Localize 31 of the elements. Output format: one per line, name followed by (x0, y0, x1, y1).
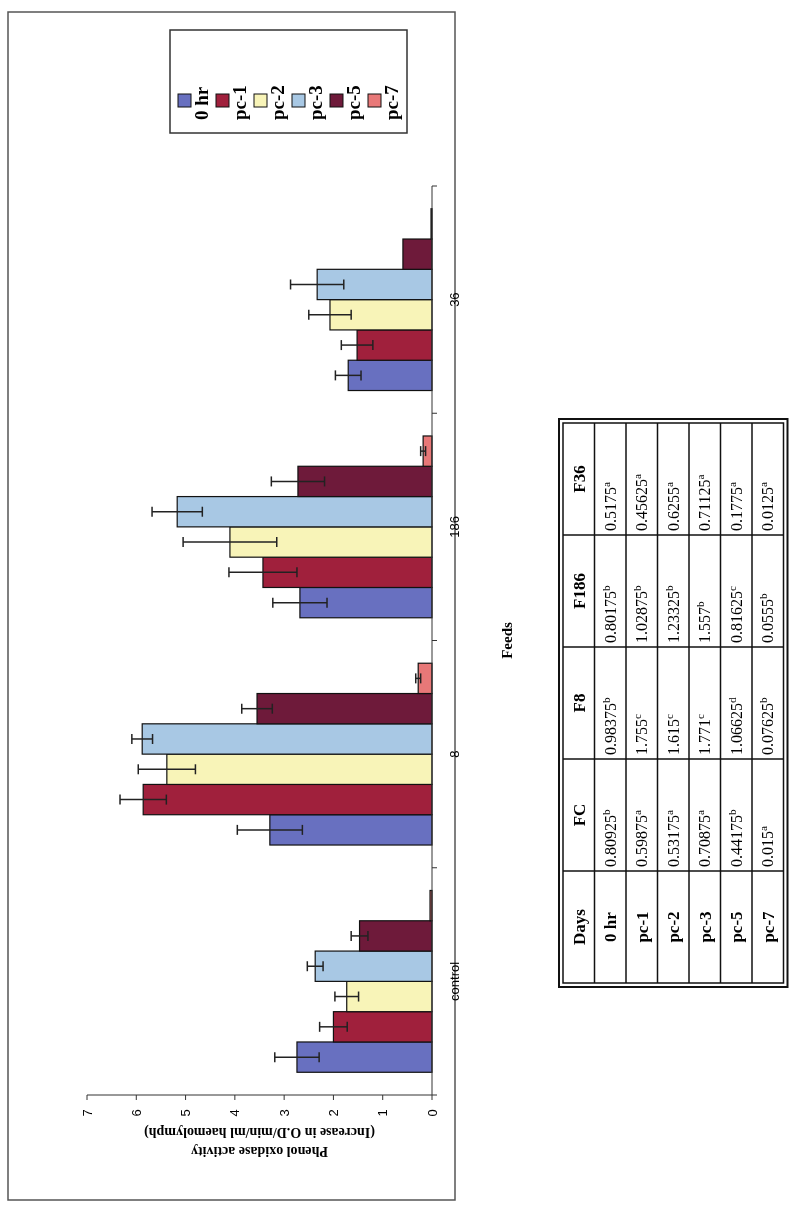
y-tick-label: 36 (446, 292, 462, 307)
category-label: pc-2 (664, 911, 684, 943)
x-axis-title: Phenol oxidase activity (Increase in O.D/min/ml haemolymph) (143, 1124, 375, 1160)
category-label: FC (569, 803, 589, 827)
y-axis-title: Feeds (499, 622, 516, 659)
category-label: F8 (569, 693, 589, 713)
y-tick-label: control (446, 961, 462, 1001)
y-tick-label: 8 (446, 750, 462, 758)
legend-label: pc-7 (381, 84, 402, 120)
category-label: F36 (569, 465, 589, 493)
category-label: F186 (569, 573, 589, 609)
category-label: pc-7 (758, 911, 778, 943)
legend-label: pc-1 (229, 85, 250, 120)
x-tick-label: 7 (79, 1109, 95, 1117)
x-tick-label: 1 (375, 1109, 391, 1117)
category-label: pc-5 (727, 911, 747, 943)
legend-label: 0 hr (191, 86, 212, 120)
x-tick-label: 4 (227, 1109, 243, 1117)
legend-label: pc-2 (267, 85, 288, 120)
legend-label: pc-3 (305, 85, 326, 120)
category-label: pc-1 (632, 911, 652, 943)
x-tick-label: 3 (276, 1109, 292, 1117)
x-tick-label: 2 (325, 1109, 341, 1117)
x-tick-label: 5 (178, 1109, 194, 1117)
category-label: Days (569, 908, 589, 945)
y-tick-label: 186 (446, 516, 462, 538)
x-tick-label: 6 (128, 1109, 144, 1117)
x-tick-label: 0 (424, 1109, 440, 1117)
legend-label: pc-5 (343, 85, 364, 120)
category-label: 0 hr (601, 912, 621, 942)
category-label: pc-3 (695, 911, 715, 943)
